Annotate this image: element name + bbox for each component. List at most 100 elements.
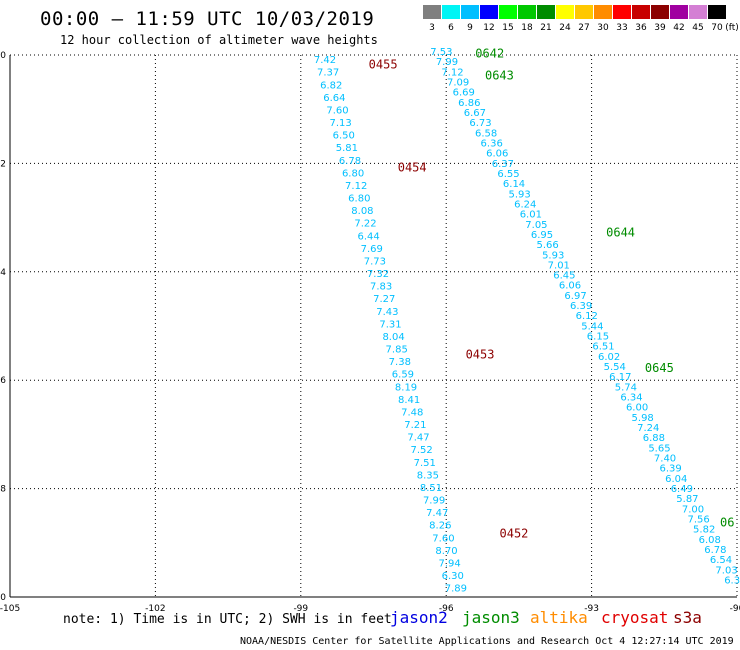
wave-height-value-west: 7.13 — [329, 118, 351, 129]
wave-height-value-east: 6.06 — [486, 149, 508, 160]
wave-height-value-east: 6.01 — [520, 210, 542, 221]
chart-title: 00:00 — 11:59 UTC 10/03/2019 — [40, 8, 375, 30]
wave-height-value-east: 7.03 — [715, 565, 737, 576]
wave-height-value-east: 6.97 — [564, 291, 586, 302]
wave-height-value-east: 6.34 — [620, 393, 642, 404]
color-swatch-21 — [537, 5, 555, 19]
wave-height-value-east: 7.24 — [637, 423, 659, 434]
wave-height-value-west: 7.73 — [364, 256, 386, 267]
x-tick-label: -90 — [730, 604, 740, 614]
wave-height-value-east: 5.65 — [648, 443, 670, 454]
color-bin-label: 18 — [521, 23, 533, 33]
wave-height-value-west: 6.44 — [358, 231, 380, 242]
wave-height-value-east: 6.58 — [475, 128, 497, 139]
wave-height-value-west: 8.51 — [420, 483, 442, 494]
color-bin-label: 70 — [711, 23, 723, 33]
color-bin-label: 24 — [559, 23, 571, 33]
wave-height-value-west: 8.70 — [435, 546, 457, 557]
x-tick-label: -99 — [293, 604, 308, 614]
wave-height-value-west: 7.27 — [373, 294, 395, 305]
pass-time-label: 0454 — [398, 161, 427, 175]
wave-height-value-east: 6.54 — [710, 555, 732, 566]
wave-height-value-east: 6.51 — [592, 342, 614, 353]
pass-time-label: 0645 — [645, 361, 674, 375]
color-swatch-45 — [689, 5, 707, 19]
wave-height-value-east: 6.39 — [570, 301, 592, 312]
wave-height-value-east: 5.98 — [632, 413, 654, 424]
color-scale-legend: 3 6 9 12 15 18 21 24 27 30 33 36 39 42 45 70 (ft) — [423, 5, 739, 35]
wave-height-value-east: 6.17 — [609, 372, 631, 383]
pass-time-label: 06 — [720, 516, 734, 530]
wave-height-value-east: 6.04 — [665, 474, 687, 485]
pass-time-label: 0644 — [606, 226, 635, 240]
wave-height-value-west: 8.08 — [351, 206, 373, 217]
y-tick-label: -40 — [0, 593, 6, 603]
wave-height-value-west: 7.51 — [414, 458, 436, 469]
color-swatch-15 — [499, 5, 517, 19]
wave-height-value-east: 5.93 — [542, 250, 564, 261]
satellite-legend-s3a: s3a — [673, 608, 702, 627]
color-swatch-12 — [480, 5, 498, 19]
color-bin-label: 27 — [578, 23, 590, 33]
color-bin-label: 36 — [635, 23, 647, 33]
wave-height-value-east: 7.00 — [682, 504, 704, 515]
color-bin-label: 3 — [429, 23, 435, 33]
color-swatch-18 — [518, 5, 536, 19]
wave-height-value-west: 6.64 — [323, 93, 345, 104]
wave-height-value-west: 7.47 — [426, 508, 448, 519]
color-bin-label: 30 — [597, 23, 609, 33]
wave-height-value-east: 6.86 — [458, 98, 480, 109]
wave-height-value-east: 6.12 — [576, 311, 598, 322]
satellite-legend-cryosat: cryosat — [601, 608, 669, 627]
wave-height-value-west: 7.37 — [317, 68, 339, 79]
color-bin-label: 33 — [616, 23, 628, 33]
wave-height-value-east: 6.06 — [559, 281, 581, 292]
footer-note: note: 1) Time is in UTC; 2) SWH is in fe… — [63, 612, 392, 627]
wave-height-value-east: 5.93 — [509, 189, 531, 200]
wave-height-value-east: 6.55 — [497, 169, 519, 180]
wave-height-value-east: 5.82 — [693, 525, 715, 536]
wave-height-value-east: 6.67 — [464, 108, 486, 119]
y-tick-label: -32 — [0, 159, 6, 169]
pass-time-label: 0642 — [475, 47, 504, 61]
wave-height-value-west: 7.42 — [314, 55, 336, 66]
wave-height-value-west: 8.35 — [417, 470, 439, 481]
wave-height-value-east: 5.87 — [676, 494, 698, 505]
wave-height-value-east: 5.74 — [615, 382, 637, 393]
satellite-legend-jason3: jason3 — [462, 608, 520, 627]
wave-height-value-east: 6.08 — [699, 535, 721, 546]
pass-time-label: 0452 — [500, 526, 529, 540]
wave-height-value-east: 6.3 — [724, 575, 740, 586]
wave-height-value-east: 6.37 — [492, 159, 514, 170]
color-swatch-3 — [423, 5, 441, 19]
color-swatch-36 — [632, 5, 650, 19]
wave-height-value-east: 7.05 — [525, 220, 547, 231]
x-tick-label: -96 — [439, 604, 454, 614]
y-tick-label: -38 — [0, 485, 6, 495]
wave-height-value-west: 7.89 — [445, 584, 467, 595]
wave-height-value-east: 6.95 — [531, 230, 553, 241]
color-swatch-24 — [556, 5, 574, 19]
chart-subtitle: 12 hour collection of altimeter wave hei… — [60, 33, 378, 47]
color-bin-label: 39 — [654, 23, 666, 33]
wave-height-value-east: 6.69 — [453, 88, 475, 99]
wave-height-value-east: 7.99 — [436, 57, 458, 68]
wave-height-value-east: 6.73 — [469, 118, 491, 129]
color-swatch-9 — [461, 5, 479, 19]
wave-height-value-east: 6.15 — [587, 332, 609, 343]
wave-height-value-west: 8.26 — [429, 521, 451, 532]
satellite-legend-jason2: jason2 — [390, 608, 448, 627]
wave-height-value-east: 7.01 — [548, 260, 570, 271]
pass-time-label: 0643 — [485, 68, 514, 82]
wave-height-value-west: 6.78 — [339, 156, 361, 167]
color-bin-label: 9 — [467, 23, 473, 33]
wave-height-value-west: 5.81 — [336, 143, 358, 154]
unit-label: (ft) — [725, 23, 739, 33]
x-tick-label: -102 — [145, 604, 165, 614]
color-bin-label: 21 — [540, 23, 552, 33]
x-tick-label: -93 — [584, 604, 599, 614]
wave-height-value-west: 7.22 — [354, 219, 376, 230]
wave-height-value-west: 7.83 — [370, 282, 392, 293]
color-bin-label: 15 — [502, 23, 514, 33]
